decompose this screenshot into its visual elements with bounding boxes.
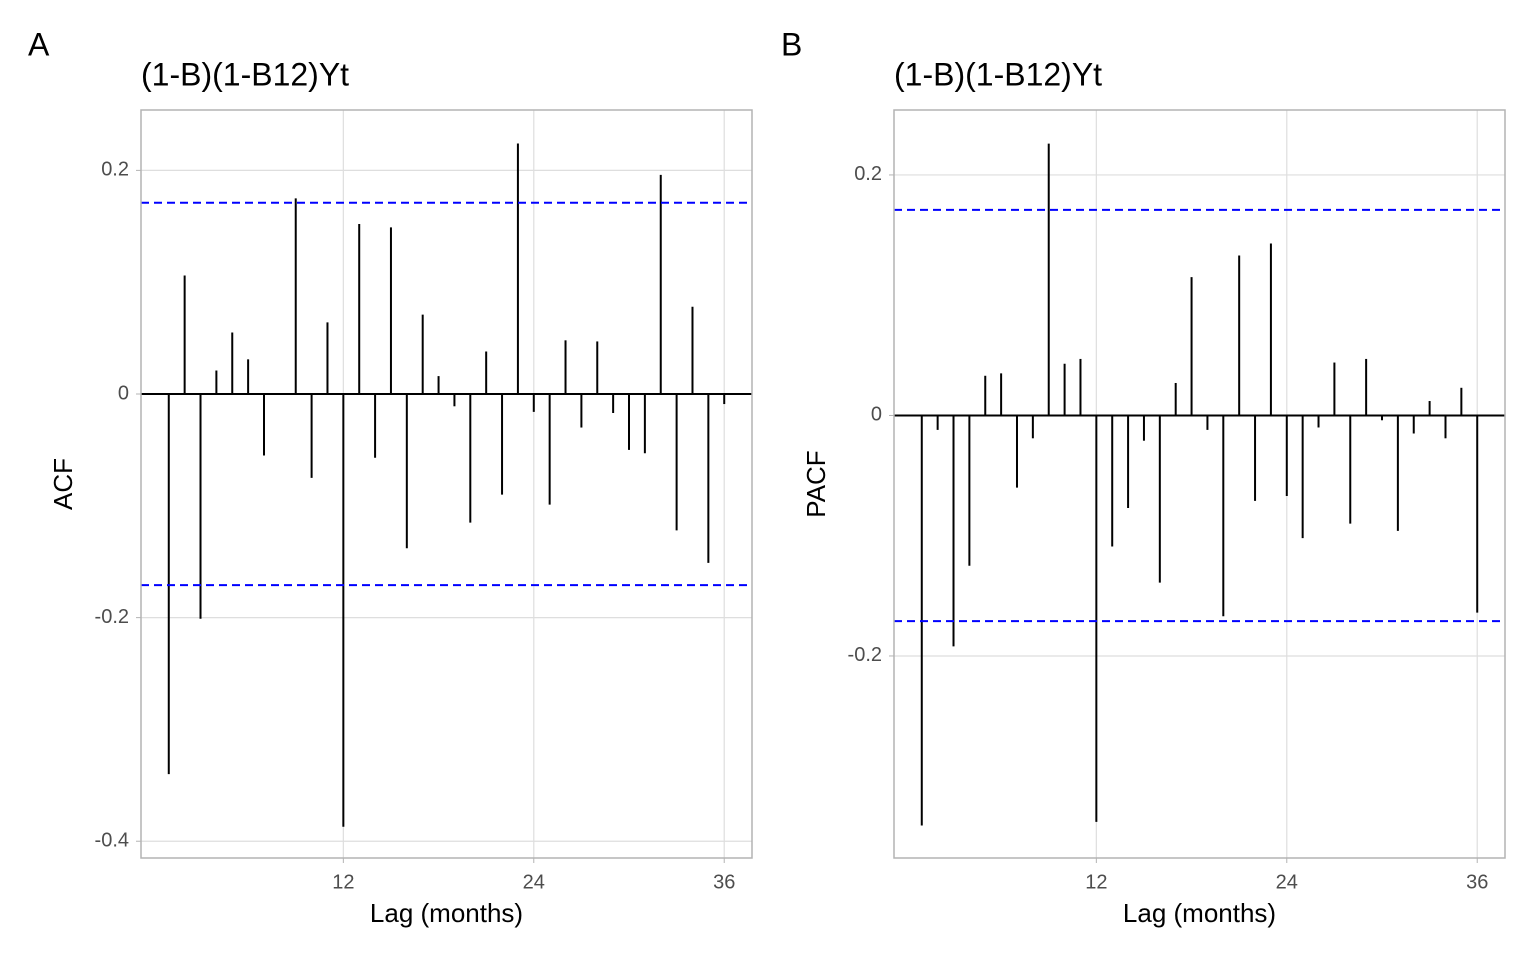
x-tick-label: 36	[1466, 871, 1488, 893]
x-tick-label: 12	[1085, 871, 1107, 893]
x-axis-label: Lag (months)	[370, 898, 523, 928]
y-tick-label: 0	[118, 382, 129, 404]
x-axis-label: Lag (months)	[1123, 898, 1276, 928]
panel-border	[893, 109, 1506, 859]
x-tick-label: 36	[713, 871, 735, 893]
y-tick-label: 0.2	[854, 163, 882, 185]
chart-title: (1-B)(1-B12)Yt	[894, 56, 1102, 92]
chart-title: (1-B)(1-B12)Yt	[141, 56, 349, 92]
y-tick-label: -0.2	[95, 606, 129, 628]
x-tick-label: 24	[1276, 871, 1298, 893]
panel-label: B	[781, 26, 802, 62]
panel-border	[140, 109, 753, 859]
y-tick-label: -0.2	[848, 644, 882, 666]
y-tick-label: -0.4	[95, 830, 129, 852]
y-tick-label: 0	[871, 404, 882, 426]
x-tick-label: 12	[332, 871, 354, 893]
x-tick-label: 24	[523, 871, 545, 893]
y-axis-label: PACF	[801, 450, 831, 517]
y-axis-label: ACF	[48, 458, 78, 510]
panel-label: A	[28, 26, 50, 62]
y-tick-label: 0.2	[101, 159, 129, 181]
